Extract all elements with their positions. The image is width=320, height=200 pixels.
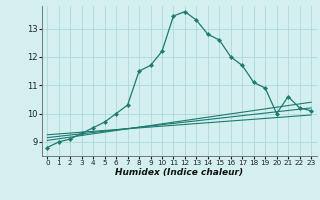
X-axis label: Humidex (Indice chaleur): Humidex (Indice chaleur) <box>115 168 243 177</box>
